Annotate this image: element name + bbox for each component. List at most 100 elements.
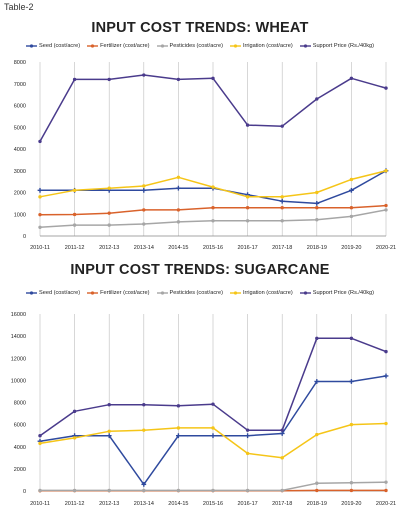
data-point xyxy=(37,187,43,193)
wheat-legend-item: Pesticides (cost/acre) xyxy=(156,43,223,49)
data-point xyxy=(349,177,354,182)
x-tick-label: 2016-17 xyxy=(238,245,258,251)
fertilizer-legend-swatch xyxy=(87,43,99,49)
y-tick-label: 4000 xyxy=(14,147,26,153)
y-tick-label: 7000 xyxy=(14,82,26,88)
sugarcane-legend-label: Fertilizer (cost/acre) xyxy=(100,290,150,296)
data-point xyxy=(384,421,388,426)
y-tick-label: 4000 xyxy=(14,445,26,451)
wheat-legend-label: Support Price (Rs./40kg) xyxy=(312,43,374,49)
data-point xyxy=(315,336,319,341)
data-point xyxy=(176,426,181,430)
data-point xyxy=(176,208,181,212)
y-tick-label: 12000 xyxy=(11,356,26,362)
x-tick-label: 2017-18 xyxy=(272,501,292,507)
data-point xyxy=(384,203,388,208)
data-point xyxy=(315,206,319,210)
x-tick-label: 2017-18 xyxy=(272,245,292,251)
data-point xyxy=(176,488,181,493)
y-tick-label: 2000 xyxy=(14,467,26,473)
data-point xyxy=(384,488,388,493)
data-point xyxy=(315,217,319,222)
x-tick-label: 2020-21 xyxy=(376,245,396,251)
y-tick-label: 6000 xyxy=(14,104,26,110)
data-point xyxy=(142,208,146,212)
y-tick-label: 6000 xyxy=(14,423,26,429)
y-tick-label: 2000 xyxy=(14,191,26,197)
data-point xyxy=(280,428,284,432)
sugarcane-legend: Seed (cost/acre) Fertilizer (cost/acre) … xyxy=(0,290,400,296)
data-point xyxy=(142,222,146,226)
support-price-legend-swatch xyxy=(299,43,311,49)
support-price-legend-swatch xyxy=(299,290,311,296)
data-point xyxy=(211,185,215,189)
data-point xyxy=(315,481,319,485)
data-point xyxy=(279,198,285,204)
data-point xyxy=(349,214,354,219)
x-tick-label: 2010-11 xyxy=(30,501,50,507)
data-point xyxy=(142,488,146,493)
data-point xyxy=(72,488,77,493)
sugarcane-legend-label: Irrigation (cost/acre) xyxy=(242,290,293,296)
wheat-legend-item: Fertilizer (cost/acre) xyxy=(87,43,150,49)
y-tick-label: 16000 xyxy=(11,312,26,318)
data-point xyxy=(211,426,215,430)
irrigation-legend-swatch xyxy=(229,43,241,49)
data-point xyxy=(384,208,388,212)
data-point xyxy=(211,488,215,493)
sugarcane-legend-item: Seed (cost/acre) xyxy=(26,290,80,296)
data-point xyxy=(211,219,215,223)
data-point xyxy=(176,77,181,82)
data-point xyxy=(72,223,77,227)
data-point xyxy=(349,76,354,81)
y-tick-label: 0 xyxy=(23,234,26,240)
data-point xyxy=(176,175,181,179)
x-tick-label: 2018-19 xyxy=(307,245,327,251)
wheat-legend: Seed (cost/acre) Fertilizer (cost/acre) … xyxy=(0,43,400,49)
x-tick-label: 2010-11 xyxy=(30,245,50,251)
data-point xyxy=(245,488,250,493)
wheat-legend-label: Pesticides (cost/acre) xyxy=(169,43,223,49)
data-point xyxy=(211,76,215,81)
data-point xyxy=(72,409,77,414)
data-point xyxy=(384,86,388,90)
data-point xyxy=(106,433,112,439)
x-tick-label: 2014-15 xyxy=(168,245,188,251)
wheat-legend-item: Support Price (Rs./40kg) xyxy=(299,43,374,49)
sugarcane-chart-title: INPUT COST TRENDS: SUGARCANE xyxy=(70,262,330,278)
data-point xyxy=(142,73,146,77)
data-point xyxy=(245,428,250,432)
data-point xyxy=(38,212,42,217)
x-tick-label: 2018-19 xyxy=(307,501,327,507)
data-point xyxy=(176,433,181,439)
y-tick-label: 5000 xyxy=(14,125,26,131)
x-tick-label: 2015-16 xyxy=(203,245,223,251)
data-point xyxy=(280,206,284,210)
data-point xyxy=(38,139,42,144)
data-point xyxy=(349,481,354,485)
x-tick-label: 2011-12 xyxy=(65,245,85,251)
x-tick-label: 2013-14 xyxy=(134,501,154,507)
data-point xyxy=(107,403,111,407)
sugarcane-legend-item: Support Price (Rs./40kg) xyxy=(299,290,374,296)
data-point xyxy=(349,422,354,427)
x-tick-label: 2014-15 xyxy=(168,501,188,507)
data-point xyxy=(384,480,388,484)
seed-legend-swatch xyxy=(26,290,38,296)
sugarcane-legend-item: Fertilizer (cost/acre) xyxy=(87,290,150,296)
data-point xyxy=(210,433,216,439)
data-point xyxy=(107,223,111,227)
data-point xyxy=(315,190,319,195)
data-point xyxy=(383,373,389,379)
data-point xyxy=(349,187,354,193)
data-point xyxy=(245,451,250,456)
x-tick-label: 2019-20 xyxy=(341,245,361,251)
data-point xyxy=(314,379,320,384)
data-point xyxy=(280,124,284,128)
data-point xyxy=(72,188,77,193)
data-point xyxy=(38,488,42,493)
irrigation-legend-swatch xyxy=(229,290,241,296)
x-tick-label: 2013-14 xyxy=(134,245,154,251)
y-tick-label: 10000 xyxy=(11,378,26,384)
data-point xyxy=(279,431,285,436)
